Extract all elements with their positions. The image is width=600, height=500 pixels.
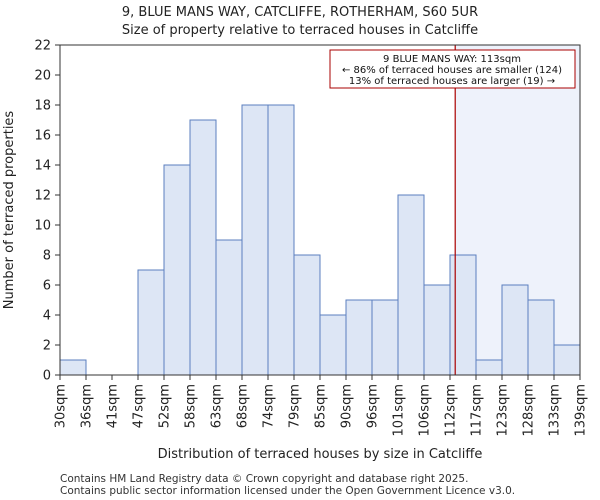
y-tick-label: 20	[34, 69, 51, 84]
histogram-bar	[501, 284, 529, 376]
y-tick-label: 22	[34, 39, 51, 54]
histogram-bar	[527, 299, 555, 376]
y-tick-label: 0	[43, 369, 51, 384]
y-tick-label: 18	[34, 99, 51, 114]
histogram-bar	[319, 314, 347, 376]
histogram-bar	[475, 359, 503, 376]
annotation-frame	[329, 49, 576, 89]
y-axis: 0 2 4 6 8 10 12 14 16 18 20 22	[34, 39, 60, 384]
x-tick-label: 123sqm	[496, 384, 511, 437]
x-tick-label: 63sqm	[210, 384, 225, 428]
x-tick-label: 90sqm	[340, 384, 355, 428]
x-axis: 30sqm 36sqm 41sqm 47sqm 52sqm 58sqm 63sqm 68sqm…	[54, 375, 589, 437]
chart-title: 9, BLUE MANS WAY, CATCLIFFE, ROTHERHAM, …	[122, 5, 478, 20]
y-tick-label: 4	[43, 309, 51, 324]
x-tick-label: 30sqm	[54, 384, 69, 428]
y-tick-label: 6	[43, 279, 51, 294]
x-tick-label: 139sqm	[574, 384, 589, 437]
histogram-bar	[267, 104, 295, 376]
histogram-bar	[449, 254, 477, 376]
x-tick-label: 85sqm	[314, 384, 329, 428]
y-tick-label: 12	[34, 189, 51, 204]
x-tick-label: 52sqm	[158, 384, 173, 428]
footer-line-2: Contains public sector information licen…	[60, 485, 515, 497]
x-tick-label: 58sqm	[184, 384, 199, 428]
y-tick-label: 14	[34, 159, 51, 174]
histogram-bar	[189, 119, 217, 376]
x-tick-label: 96sqm	[366, 384, 381, 428]
annotation-box: 9 BLUE MANS WAY: 113sqm ← 86% of terrace…	[329, 49, 576, 89]
x-tick-label: 128sqm	[522, 384, 537, 437]
histogram-bar	[215, 239, 243, 376]
footer-line-1: Contains HM Land Registry data © Crown c…	[60, 473, 468, 485]
x-tick-label: 117sqm	[470, 384, 485, 437]
histogram-bar	[553, 344, 581, 376]
annotation-line-3: 13% of terraced houses are larger (19) →	[349, 76, 555, 87]
chart-subtitle: Size of property relative to terraced ho…	[122, 23, 478, 38]
histogram-bar	[371, 299, 399, 376]
histogram-bar	[241, 104, 269, 376]
histogram-bar	[163, 164, 191, 376]
y-tick-label: 2	[43, 339, 51, 354]
y-axis-title: Number of terraced properties	[2, 111, 17, 310]
x-axis-title: Distribution of terraced houses by size …	[158, 447, 483, 462]
x-tick-label: 68sqm	[236, 384, 251, 428]
annotation-line-2: ← 86% of terraced houses are smaller (12…	[342, 65, 562, 76]
x-tick-label: 41sqm	[106, 384, 121, 428]
y-tick-label: 16	[34, 129, 51, 144]
x-tick-label: 112sqm	[444, 384, 459, 437]
histogram-bar	[293, 254, 321, 376]
x-tick-label: 101sqm	[392, 384, 407, 437]
x-tick-label: 79sqm	[288, 384, 303, 428]
histogram-bar	[137, 269, 165, 376]
x-tick-label: 106sqm	[418, 384, 433, 437]
bars-group	[59, 104, 581, 376]
y-tick-label: 8	[43, 249, 51, 264]
annotation-line-1: 9 BLUE MANS WAY: 113sqm	[383, 54, 521, 65]
histogram-bar	[345, 299, 373, 376]
x-tick-label: 36sqm	[80, 384, 95, 428]
histogram-bar	[397, 194, 425, 376]
histogram-bar	[423, 284, 451, 376]
y-tick-label: 10	[34, 219, 51, 234]
x-tick-label: 133sqm	[548, 384, 563, 437]
histogram-bar	[59, 359, 87, 376]
x-tick-label: 47sqm	[132, 384, 147, 428]
x-tick-label: 74sqm	[262, 384, 277, 428]
